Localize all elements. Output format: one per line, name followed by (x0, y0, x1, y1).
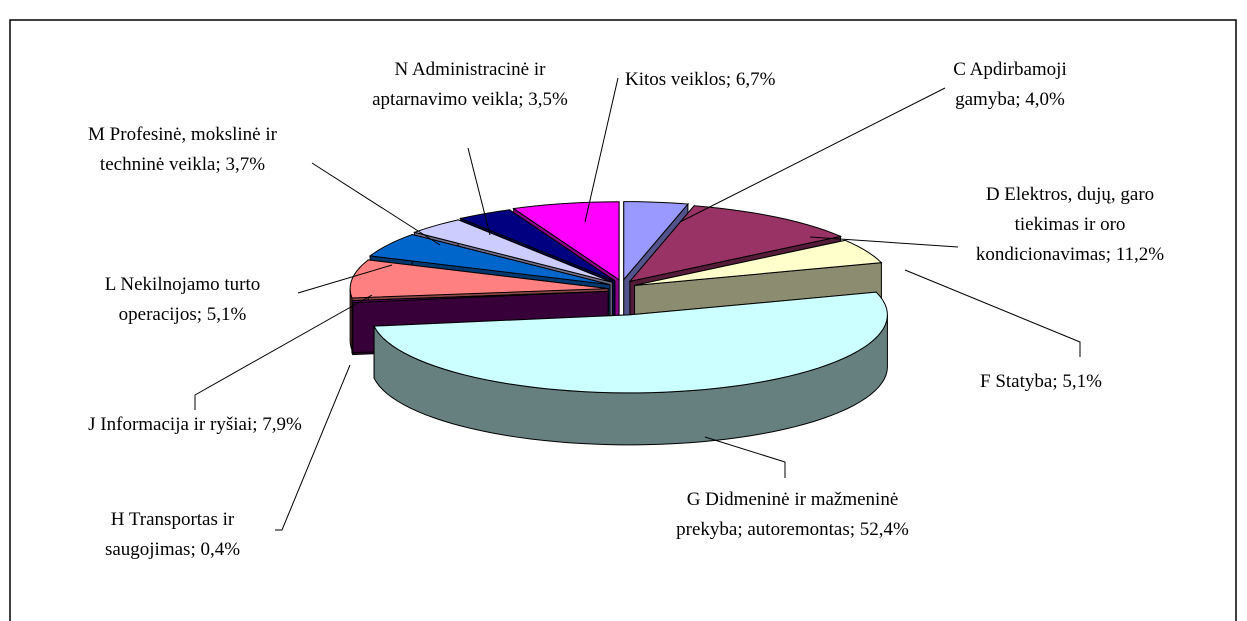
label-part: ; (196, 304, 207, 325)
label-part: ; (1015, 89, 1026, 110)
leader-line (275, 364, 351, 531)
data-label: Kitos veiklos; 6,7% (625, 65, 855, 95)
label-part: ; (1105, 244, 1116, 265)
slice-top (412, 219, 613, 283)
slice-top (368, 234, 611, 286)
leader-line (704, 436, 786, 478)
label-part: 11,2% (1115, 244, 1165, 265)
label-part: 7,9% (262, 414, 302, 435)
label-part: ; (190, 539, 201, 560)
data-label: L Nekilnojamo turto operacijos; 5,1% (75, 270, 290, 330)
leader-line (297, 264, 393, 294)
slice-top (512, 201, 620, 281)
slice-top (373, 291, 888, 394)
slice-top (634, 239, 883, 286)
pie (349, 201, 888, 446)
label-part: 52,4% (859, 519, 909, 540)
label-part: 6,7% (735, 69, 776, 90)
label-part: 3,5% (528, 89, 568, 110)
data-label: F Statyba; 5,1% (980, 367, 1180, 397)
label-part: ; (252, 414, 263, 435)
label-part: ; (1052, 371, 1063, 392)
leader-line (809, 236, 959, 248)
label-part: 5,1% (1062, 371, 1102, 392)
label-part: ; (849, 519, 860, 540)
slice-top (628, 205, 843, 283)
slice (373, 291, 888, 446)
label-part: N Administracinė ir aptarnavimo veikla (372, 59, 546, 110)
label-part: H Transportas ir saugojimas (104, 509, 235, 560)
data-label: D Elektros, dujų, garo tiekimas ir oro k… (955, 180, 1185, 270)
leader-line (584, 77, 619, 223)
leader-line (311, 162, 441, 246)
data-label: H Transportas ir saugojimas; 0,4% (70, 505, 275, 565)
data-label: N Administracinė ir aptarnavimo veikla; … (355, 55, 585, 115)
data-label: J Informacija ir ryšiai; 7,9% (80, 410, 310, 440)
label-part: D Elektros, dujų, garo tiekimas ir oro k… (975, 184, 1155, 265)
label-part: M Profesinė, mokslinė ir techninė veikla (88, 124, 277, 175)
data-label: C Apdirbamoji gamyba; 4,0% (925, 55, 1095, 115)
slice-top (623, 201, 689, 281)
leader-lines (194, 77, 1081, 531)
label-part: Kitos veiklos (625, 69, 726, 90)
label-part: 5,1% (206, 304, 247, 325)
label-part: 3,7% (225, 154, 266, 175)
label-part: ; (725, 69, 736, 90)
label-part: ; (215, 154, 226, 175)
label-part: 4,0% (1025, 89, 1065, 110)
label-part: ; (518, 89, 529, 110)
label-part: 0,4% (200, 539, 241, 560)
slice-top (349, 259, 609, 299)
leader-line (194, 294, 373, 410)
label-part: J Informacija ir ryšiai (88, 414, 253, 435)
leader-line (679, 87, 946, 223)
data-label: G Didmeninė ir mažmeninė prekyba; autore… (670, 485, 915, 545)
label-part: L Nekilnojamo turto operacijos (104, 274, 261, 325)
leader-line (904, 269, 1081, 357)
slice-top (351, 290, 609, 304)
label-part: F Statyba (980, 371, 1053, 392)
label-part: G Didmeninė ir mažmeninė prekyba; autore… (676, 489, 899, 540)
slice-wall (351, 300, 354, 355)
label-part: C Apdirbamoji gamyba (953, 59, 1067, 110)
data-label: M Profesinė, mokslinė ir techninė veikla… (70, 120, 295, 180)
leader-line (467, 147, 491, 236)
